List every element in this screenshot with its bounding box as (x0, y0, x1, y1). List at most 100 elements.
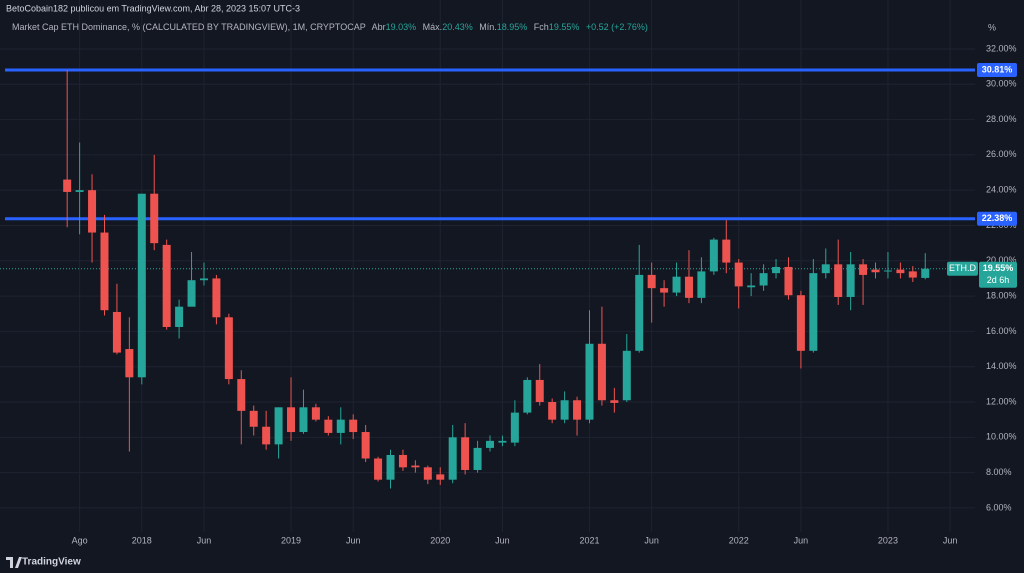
candle-body (199, 278, 208, 281)
candle-body (883, 270, 892, 272)
last-price-box (979, 261, 1017, 288)
x-tick-label: Jun (644, 535, 659, 545)
x-tick-label: Jun (197, 535, 212, 545)
field-value: 19.55% (549, 22, 580, 32)
candle-body (361, 432, 370, 459)
field-name: Máx. (423, 22, 443, 32)
candle-body (262, 426, 271, 445)
y-tick-label: 16.00% (986, 326, 1017, 336)
x-tick-label: Jun (495, 535, 510, 545)
candle-body (672, 276, 681, 293)
candle-body (660, 288, 669, 293)
field-name: Abr (372, 22, 386, 32)
candle-body (63, 179, 72, 192)
candle-body (88, 190, 97, 233)
y-tick-label: 10.00% (986, 432, 1017, 442)
candle-body (908, 271, 917, 278)
y-tick-label: 6.00% (986, 502, 1012, 512)
candle-body (859, 264, 868, 275)
candle-body (510, 412, 519, 443)
candle-body (498, 440, 507, 443)
levels (0, 68, 975, 270)
candle-body (100, 232, 109, 311)
candle-body (386, 454, 395, 480)
candle-body (610, 400, 619, 403)
candle-body (461, 437, 470, 470)
symbol-label: ETH.D (949, 263, 977, 273)
candle-body (150, 193, 159, 244)
candle-body (759, 273, 768, 286)
change: +0.52 (+2.76%) (586, 22, 648, 32)
countdown-label: 2d 6h (987, 275, 1010, 285)
candle-body (535, 379, 544, 403)
candle-body (287, 407, 296, 433)
candle-body (573, 400, 582, 420)
candle-body (436, 474, 445, 480)
field-value: 18.95% (497, 22, 528, 32)
candle-body (896, 269, 905, 274)
candle-body (871, 269, 880, 273)
candle-body (274, 407, 283, 445)
y-tick-label: 32.00% (986, 43, 1017, 53)
candle-body (398, 454, 407, 468)
candle-body (709, 239, 718, 272)
y-tick-label: 20.00% (986, 255, 1017, 265)
candle-body (137, 193, 146, 378)
brand: TradingView (22, 557, 81, 568)
x-tick-label: Jun (943, 535, 958, 545)
candle-body (734, 262, 743, 287)
candle-body (846, 264, 855, 297)
x-tick-label: 2018 (132, 535, 152, 545)
candle-body (585, 343, 594, 420)
candle-body (821, 264, 830, 274)
candle-body (237, 379, 246, 411)
candle-body (722, 239, 731, 263)
candle-body (162, 244, 171, 327)
candle-body (747, 285, 756, 288)
candle-body (448, 437, 457, 480)
x-tick-label: 2023 (878, 535, 898, 545)
y-tick-label: 12.00% (986, 396, 1017, 406)
candle-body (548, 402, 557, 420)
candle-body (311, 407, 320, 420)
candle-body (212, 278, 221, 318)
y-unit: % (988, 22, 996, 32)
candle-body (622, 350, 631, 401)
footer (0, 552, 1024, 573)
candle-body (647, 274, 656, 289)
level-label: 30.81% (982, 64, 1013, 74)
x-tick-label: Jun (794, 535, 809, 545)
y-tick-label: 30.00% (986, 79, 1017, 89)
axes: 6.00% 8.00% 10.00% 12.00% 14.00% 16.00% 18.00%… (72, 43, 1017, 545)
y-tick-label: 18.00% (986, 290, 1017, 300)
candle-body (299, 407, 308, 433)
candle-body (560, 400, 569, 420)
candle-body (523, 379, 532, 413)
candle-body (684, 276, 693, 298)
candle-body (834, 264, 843, 297)
candle-body (423, 467, 432, 480)
candle-body (224, 317, 233, 380)
level-label-box (977, 62, 1017, 77)
y-tick-label: 8.00% (986, 467, 1012, 477)
grid (0, 0, 975, 532)
candle-body (796, 295, 805, 351)
candle-body (784, 266, 793, 296)
field-value: 20.43% (442, 22, 473, 32)
level-label-box (977, 211, 1017, 226)
candle-body (473, 447, 482, 470)
candle-body (772, 266, 781, 274)
x-tick-label: Ago (72, 535, 88, 545)
candle-body (697, 271, 706, 298)
candle-body (125, 349, 134, 378)
level-label: 22.38% (982, 213, 1013, 223)
field-name: Fch (534, 22, 549, 32)
candle-body (175, 306, 184, 327)
author-line: BetoCobain182 publicou em TradingView.co… (6, 3, 300, 13)
candle-body (112, 311, 121, 353)
candle-body (597, 343, 606, 401)
y-tick-label: 24.00% (986, 185, 1017, 195)
